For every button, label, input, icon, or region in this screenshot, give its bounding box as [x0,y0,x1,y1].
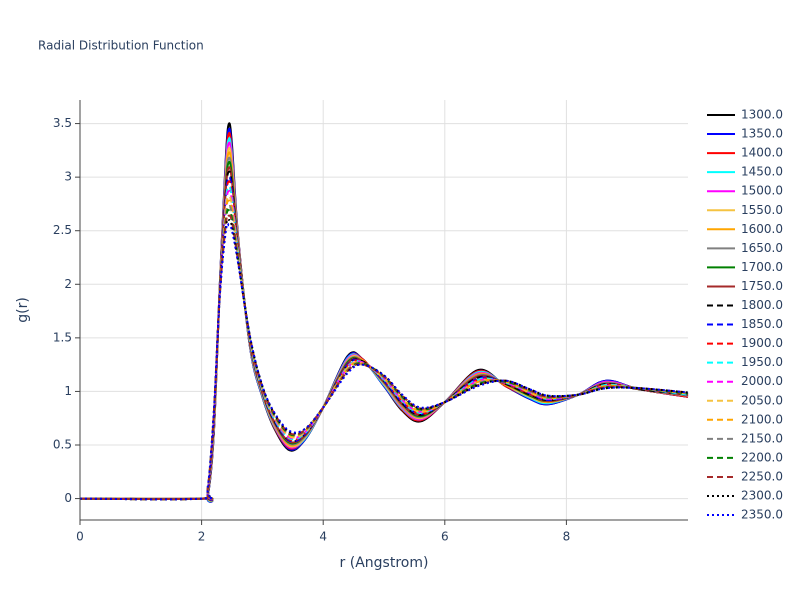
line-series [79,213,689,501]
legend-label: 1600.0 [741,222,783,236]
legend-label: 2350.0 [741,508,783,522]
legend-label: 1350.0 [741,127,783,141]
legend-label: 1850.0 [741,317,783,331]
y-tick-label: 1.5 [53,330,72,344]
legend-label: 1450.0 [741,165,783,179]
y-tick-label: 0.5 [53,438,72,452]
x-tick-label: 8 [563,530,571,544]
x-tick-label: 4 [319,530,327,544]
legend-label: 1750.0 [741,279,783,293]
legend-label: 1650.0 [741,241,783,255]
legend-label: 2150.0 [741,431,783,445]
y-tick-label: 2 [64,277,72,291]
line-series [79,222,689,501]
legend-label: 1700.0 [741,260,783,274]
y-tick-label: 1 [64,384,72,398]
legend-label: 2100.0 [741,412,783,426]
x-tick-label: 6 [441,530,449,544]
x-axis-title: r (Angstrom) [340,555,429,571]
x-tick-label: 2 [198,530,206,544]
legend-label: 1300.0 [741,108,783,122]
legend-label: 1550.0 [741,203,783,217]
y-tick-label: 3.5 [53,116,72,130]
legend-label: 1800.0 [741,298,783,312]
legend-label: 1900.0 [741,336,783,350]
line-series [79,208,689,501]
legend-label: 2250.0 [741,469,783,483]
y-tick-label: 3 [64,170,72,184]
legend-label: 2200.0 [741,450,783,464]
chart-title: Radial Distribution Function [38,39,204,53]
x-tick-label: 0 [76,530,84,544]
legend-label: 2000.0 [741,374,783,388]
legend-label: 2050.0 [741,393,783,407]
legend-label: 1400.0 [741,146,783,160]
legend-label: 2300.0 [741,489,783,503]
y-tick-label: 0 [64,491,72,505]
legend-label: 1950.0 [741,355,783,369]
plot-area [79,122,689,503]
y-tick-label: 2.5 [53,223,72,237]
legend-label: 1500.0 [741,184,783,198]
legend: 1300.0 1350.0 1400.0 1450.0 1500.0 1550.0 1600… [707,108,783,522]
y-axis-title: g(r) [15,297,31,323]
